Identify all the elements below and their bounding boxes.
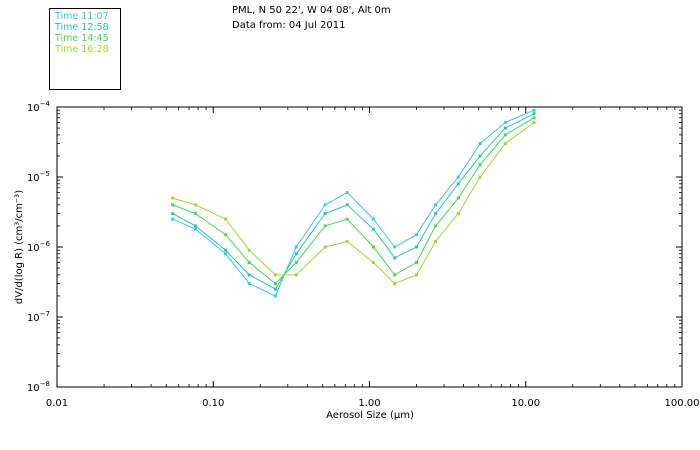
plot-frame: [56, 106, 683, 388]
data-point: [393, 245, 397, 249]
data-point: [371, 227, 375, 231]
series-line: [172, 113, 535, 290]
data-point: [194, 224, 198, 228]
x-tick-label: 10.00: [511, 398, 540, 409]
data-point: [194, 227, 198, 231]
data-point: [224, 233, 228, 237]
series-line: [172, 109, 535, 297]
data-point: [323, 203, 327, 207]
data-point: [345, 191, 349, 195]
y-axis-label: dV/d(log R) (cm³/cm⁻³): [14, 190, 25, 304]
y-tick-label: 10−5: [27, 170, 50, 184]
data-point: [478, 154, 482, 158]
data-point: [294, 273, 298, 277]
legend: Time 11:07 Time 12:58 Time 14:45 Time 16…: [49, 8, 121, 90]
data-point: [194, 212, 198, 216]
data-point: [194, 203, 198, 207]
x-tick-label: 1.00: [358, 398, 380, 409]
data-point: [478, 175, 482, 179]
chart-title: PML, N 50 22', W 04 08', Alt 0m: [232, 5, 391, 16]
data-point: [478, 142, 482, 146]
data-point: [323, 245, 327, 249]
data-point: [532, 112, 536, 116]
data-point: [247, 248, 251, 252]
data-point: [294, 245, 298, 249]
data-point: [503, 121, 507, 125]
legend-entry: Time 16:28: [55, 44, 109, 55]
x-tick-label: 0.01: [46, 398, 68, 409]
series-group: [171, 121, 536, 286]
data-point: [393, 273, 397, 277]
data-point: [273, 287, 277, 291]
data-point: [247, 282, 251, 286]
data-point: [371, 245, 375, 249]
data-point: [224, 217, 228, 221]
x-axis-label: Aerosol Size (µm): [326, 410, 414, 421]
data-point: [224, 252, 228, 256]
data-point: [171, 212, 175, 216]
data-point: [345, 217, 349, 221]
data-point: [294, 261, 298, 265]
data-point: [171, 196, 175, 200]
x-tick-label: 0.10: [202, 398, 224, 409]
y-tick-label: 10−8: [27, 380, 50, 394]
series-group: [171, 116, 536, 286]
data-point: [273, 273, 277, 277]
data-point: [503, 133, 507, 137]
data-point: [323, 224, 327, 228]
data-point: [224, 248, 228, 252]
data-point: [434, 203, 438, 207]
data-point: [247, 261, 251, 265]
legend-entry: Time 12:58: [55, 22, 109, 33]
data-point: [434, 239, 438, 243]
data-point: [345, 203, 349, 207]
data-point: [294, 252, 298, 256]
data-point: [532, 121, 536, 125]
series-group: [171, 112, 536, 291]
data-point: [393, 282, 397, 286]
data-point: [371, 261, 375, 265]
data-point: [415, 245, 419, 249]
data-point: [532, 116, 536, 120]
data-point: [393, 256, 397, 260]
y-tick-label: 10−7: [27, 310, 50, 324]
data-point: [371, 217, 375, 221]
x-tick-label: 100.00: [665, 398, 700, 409]
y-tick-label: 10−6: [27, 240, 51, 254]
data-point: [532, 108, 536, 112]
data-point: [434, 212, 438, 216]
data-point: [171, 203, 175, 207]
series-line: [172, 122, 535, 285]
data-point: [247, 273, 251, 277]
data-point: [345, 239, 349, 243]
series-group: [171, 108, 536, 298]
data-point: [456, 175, 460, 179]
data-point: [171, 217, 175, 221]
data-point: [456, 212, 460, 216]
data-point: [273, 294, 277, 298]
y-tick-label: 10−4: [27, 100, 51, 114]
data-point: [273, 282, 277, 286]
data-point: [415, 233, 419, 237]
data-point: [503, 126, 507, 130]
data-point: [456, 196, 460, 200]
data-point: [415, 261, 419, 265]
data-point: [415, 273, 419, 277]
chart-subtitle: Data from: 04 Jul 2011: [232, 20, 346, 31]
data-point: [456, 182, 460, 186]
legend-entry: Time 11:07: [55, 11, 109, 22]
data-point: [478, 163, 482, 167]
series-line: [172, 117, 535, 285]
legend-entry: Time 14:45: [55, 33, 109, 44]
data-point: [323, 212, 327, 216]
data-point: [503, 142, 507, 146]
data-point: [434, 224, 438, 228]
